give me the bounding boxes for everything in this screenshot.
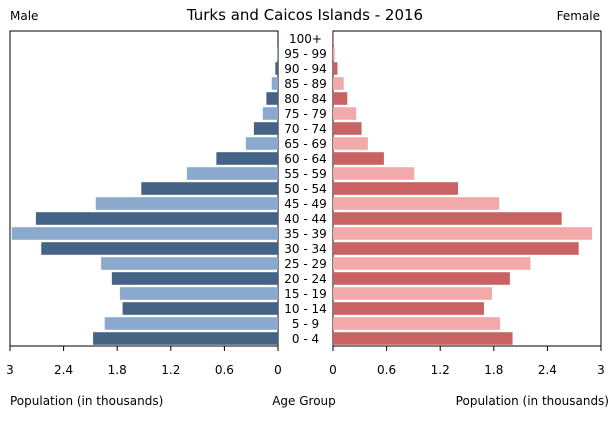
female-bar [333, 47, 335, 60]
age-group-label: 70 - 74 [284, 122, 327, 136]
male-bar [216, 152, 278, 165]
age-group-label: 35 - 39 [284, 227, 327, 241]
age-group-label: 90 - 94 [284, 62, 327, 76]
age-group-label: 10 - 14 [284, 302, 327, 316]
female-tick-label: 2.4 [538, 363, 557, 377]
male-bar [41, 242, 279, 255]
male-label: Male [10, 9, 38, 23]
male-bar [271, 77, 278, 90]
female-tick-label: 0.6 [377, 363, 396, 377]
male-tick-label: 0 [274, 363, 282, 377]
female-bar [333, 182, 459, 195]
female-bar [333, 32, 334, 45]
age-group-label: 75 - 79 [284, 107, 327, 121]
age-group-axis-title: Age Group [272, 394, 336, 408]
male-bar [101, 257, 279, 270]
female-bar [333, 302, 484, 315]
female-axis-ticks: 0 0.6 1.2 1.8 2.4 3 [329, 346, 605, 377]
male-bar [95, 197, 278, 210]
age-group-label: 50 - 54 [284, 182, 327, 196]
male-bar [262, 107, 278, 120]
female-tick-label: 0 [329, 363, 337, 377]
female-bar [333, 122, 362, 135]
age-group-label: 40 - 44 [284, 212, 327, 226]
female-bar [333, 62, 338, 75]
male-bar [93, 332, 278, 345]
female-bar [333, 137, 368, 150]
age-group-label: 15 - 19 [284, 287, 327, 301]
female-bar [333, 332, 513, 345]
female-bar [333, 272, 510, 285]
male-bar [275, 62, 278, 75]
age-group-label: 100+ [289, 32, 322, 46]
age-group-label: 30 - 34 [284, 242, 327, 256]
male-bar [111, 272, 278, 285]
female-axis-title: Population (in thousands) [456, 394, 609, 408]
male-bar [11, 227, 278, 240]
female-bars [333, 32, 593, 345]
female-bar [333, 167, 415, 180]
male-tick-label: 1.2 [161, 363, 180, 377]
age-group-label: 55 - 59 [284, 167, 327, 181]
male-tick-label: 3 [6, 363, 14, 377]
male-bar [186, 167, 278, 180]
male-bar [277, 47, 278, 60]
age-group-label: 65 - 69 [284, 137, 327, 151]
female-bar [333, 152, 384, 165]
male-tick-label: 2.4 [54, 363, 73, 377]
age-group-label: 85 - 89 [284, 77, 327, 91]
female-bar [333, 197, 500, 210]
female-tick-label: 1.8 [484, 363, 503, 377]
male-bar [266, 92, 278, 105]
female-bar [333, 227, 593, 240]
female-bar [333, 242, 579, 255]
male-bar [141, 182, 278, 195]
male-bar [35, 212, 279, 225]
female-bar [333, 77, 344, 90]
female-bar [333, 92, 348, 105]
female-bar [333, 257, 531, 270]
female-bar [333, 212, 562, 225]
female-bar [333, 107, 357, 120]
male-axis-title: Population (in thousands) [10, 394, 163, 408]
age-group-label: 0 - 4 [292, 332, 319, 346]
age-group-label: 5 - 9 [292, 317, 319, 331]
female-tick-label: 1.2 [431, 363, 450, 377]
age-group-label: 20 - 24 [284, 272, 327, 286]
age-group-label: 80 - 84 [284, 92, 327, 106]
male-bar [122, 302, 278, 315]
chart-title: Turks and Caicos Islands - 2016 [186, 6, 423, 24]
age-group-label: 25 - 29 [284, 257, 327, 271]
male-bars [11, 32, 279, 345]
age-group-label: 45 - 49 [284, 197, 327, 211]
male-bar [277, 32, 278, 45]
male-bar [253, 122, 278, 135]
male-axis-ticks: 0 0.6 1.2 1.8 2.4 3 [6, 346, 282, 377]
male-bar [119, 287, 278, 300]
female-tick-label: 3 [597, 363, 605, 377]
male-bar [104, 317, 279, 330]
female-bar [333, 317, 501, 330]
male-tick-label: 0.6 [215, 363, 234, 377]
female-bar [333, 287, 493, 300]
age-group-label: 60 - 64 [284, 152, 327, 166]
age-group-label: 95 - 99 [284, 47, 327, 61]
male-tick-label: 1.8 [108, 363, 127, 377]
female-label: Female [557, 9, 600, 23]
male-bar [245, 137, 278, 150]
